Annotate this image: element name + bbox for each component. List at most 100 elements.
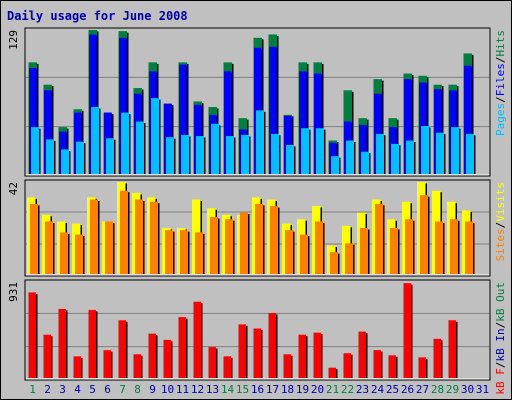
pages-bar-day-4	[76, 141, 84, 174]
kbf-bar-day-14	[223, 356, 231, 378]
x-tick-label-day-6: 6	[104, 383, 111, 396]
files-bar-day-30	[464, 65, 472, 174]
pages-bar-day-9	[151, 98, 159, 174]
x-tick-label-day-8: 8	[134, 383, 141, 396]
legend-middle-item-1: /	[494, 222, 507, 229]
x-tick-label-day-29: 29	[446, 383, 459, 396]
sites-bar-day-29	[450, 219, 458, 274]
kbf-bar-day-18	[283, 354, 291, 378]
pages-bar-day-7	[121, 112, 129, 174]
files-bar-day-14	[224, 71, 232, 174]
x-tick-label-day-11: 11	[176, 383, 189, 396]
kbf-bar-day-2	[43, 334, 51, 378]
x-tick-label-day-19: 19	[296, 383, 309, 396]
kbf-bar-day-3	[58, 308, 66, 378]
kbf-bar-day-22	[343, 353, 351, 378]
pages-bar-day-3	[61, 149, 69, 174]
sites-bar-day-16	[255, 203, 263, 274]
files-bar-day-2	[44, 90, 52, 174]
sites-bar-day-14	[225, 219, 233, 274]
sites-bar-day-22	[345, 243, 353, 274]
pages-bar-day-14	[226, 136, 234, 174]
pages-bar-day-8	[136, 121, 144, 174]
files-bar-day-23	[359, 124, 367, 174]
legend-top-item-0: Pages	[494, 103, 507, 136]
panel-top-legend: Pages/Files/Hits	[494, 30, 507, 136]
panel-top-ymax-label: 129	[7, 30, 20, 50]
panel-middle-legend: Sites/Visits	[494, 182, 507, 262]
panel-bottom-ymax-label: 931	[7, 282, 20, 302]
kbf-bar-day-27	[418, 357, 426, 378]
pages-bar-day-19	[301, 128, 309, 174]
files-bar-day-11	[179, 64, 187, 174]
pages-bar-day-17	[271, 133, 279, 174]
kbf-bar-day-7	[118, 320, 126, 378]
legend-bottom-item-1: /	[494, 362, 507, 369]
x-tick-label-day-25: 25	[386, 383, 399, 396]
pages-bar-day-18	[286, 144, 294, 174]
sites-bar-day-8	[135, 199, 143, 274]
x-tick-label-day-9: 9	[149, 383, 156, 396]
legend-bottom-item-0: kB F	[494, 368, 507, 395]
sites-bar-day-17	[270, 206, 278, 274]
kbf-bar-day-10	[163, 339, 171, 378]
x-tick-label-day-12: 12	[191, 383, 204, 396]
sites-bar-day-7	[120, 190, 128, 274]
pages-bar-day-10	[166, 137, 174, 174]
pages-bar-day-16	[256, 110, 264, 174]
files-bar-day-28	[434, 89, 442, 174]
files-bar-day-26	[404, 79, 412, 174]
kbf-bar-day-12	[193, 301, 201, 378]
x-tick-label-day-10: 10	[161, 383, 174, 396]
pages-bar-day-12	[196, 136, 204, 174]
kbf-bar-day-20	[313, 332, 321, 378]
x-tick-label-day-27: 27	[416, 383, 429, 396]
kbf-bar-day-15	[238, 324, 246, 378]
sites-bar-day-4	[75, 234, 83, 274]
pages-bar-day-20	[316, 128, 324, 174]
x-tick-label-day-15: 15	[236, 383, 249, 396]
panel-middle-ymax-label: 42	[7, 182, 20, 195]
pages-bar-day-26	[406, 140, 414, 174]
pages-bar-day-28	[436, 132, 444, 174]
x-tick-label-day-20: 20	[311, 383, 324, 396]
sites-bar-day-19	[300, 234, 308, 274]
x-tick-label-day-23: 23	[356, 383, 369, 396]
x-tick-label-day-31: 31	[476, 383, 489, 396]
sites-bar-day-28	[435, 221, 443, 274]
sites-bar-day-1	[30, 203, 38, 274]
x-tick-label-day-7: 7	[119, 383, 126, 396]
x-tick-label-day-14: 14	[221, 383, 235, 396]
sites-bar-day-23	[360, 228, 368, 274]
sites-bar-day-30	[465, 221, 473, 274]
pages-bar-day-25	[391, 143, 399, 174]
sites-bar-day-13	[210, 217, 218, 274]
sites-bar-day-5	[90, 199, 98, 274]
sites-bar-day-2	[45, 221, 53, 274]
files-bar-day-17	[269, 46, 277, 174]
pages-bar-day-21	[331, 156, 339, 174]
sites-bar-day-18	[285, 230, 293, 274]
legend-middle-item-0: Sites	[494, 228, 507, 261]
kbf-bar-day-29	[448, 320, 456, 378]
sites-bar-day-26	[405, 219, 413, 274]
x-tick-label-day-2: 2	[44, 383, 51, 396]
kbf-bar-day-8	[133, 354, 141, 378]
sites-bar-day-25	[390, 228, 398, 274]
pages-bar-day-1	[31, 127, 39, 174]
x-tick-label-day-21: 21	[326, 383, 339, 396]
pages-bar-day-13	[211, 123, 219, 174]
kbf-bar-day-25	[388, 355, 396, 378]
pages-bar-day-5	[91, 107, 99, 174]
kbf-bar-day-9	[148, 333, 156, 378]
pages-bar-day-22	[346, 140, 354, 174]
files-bar-day-20	[314, 73, 322, 174]
legend-top-item-2: Files	[494, 63, 507, 96]
x-tick-label-day-18: 18	[281, 383, 294, 396]
chart-title: Daily usage for June 2008	[7, 9, 188, 23]
x-tick-label-day-24: 24	[371, 383, 385, 396]
pages-bar-day-24	[376, 133, 384, 174]
kbf-bar-day-21	[328, 367, 336, 378]
x-tick-label-day-26: 26	[401, 383, 414, 396]
legend-bottom-item-4: kB Out	[494, 282, 507, 322]
